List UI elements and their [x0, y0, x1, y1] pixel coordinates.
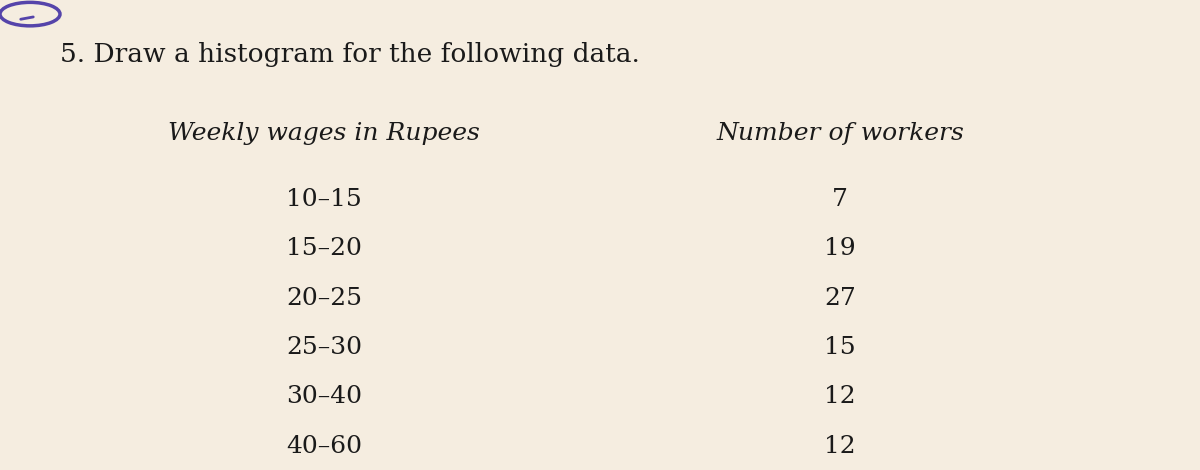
Text: 19: 19 — [824, 237, 856, 260]
Text: 25–30: 25–30 — [286, 336, 362, 359]
Text: 27: 27 — [824, 287, 856, 310]
Text: Weekly wages in Rupees: Weekly wages in Rupees — [168, 122, 480, 145]
Text: 10–15: 10–15 — [286, 188, 362, 211]
Text: 20–25: 20–25 — [286, 287, 362, 310]
Text: 15–20: 15–20 — [286, 237, 362, 260]
Text: 12: 12 — [824, 435, 856, 458]
Text: 40–60: 40–60 — [286, 435, 362, 458]
Text: 30–40: 30–40 — [286, 385, 362, 408]
Text: 5. Draw a histogram for the following data.: 5. Draw a histogram for the following da… — [60, 42, 640, 67]
Text: Number of workers: Number of workers — [716, 122, 964, 145]
Text: 12: 12 — [824, 385, 856, 408]
Text: 7: 7 — [832, 188, 848, 211]
Text: 15: 15 — [824, 336, 856, 359]
